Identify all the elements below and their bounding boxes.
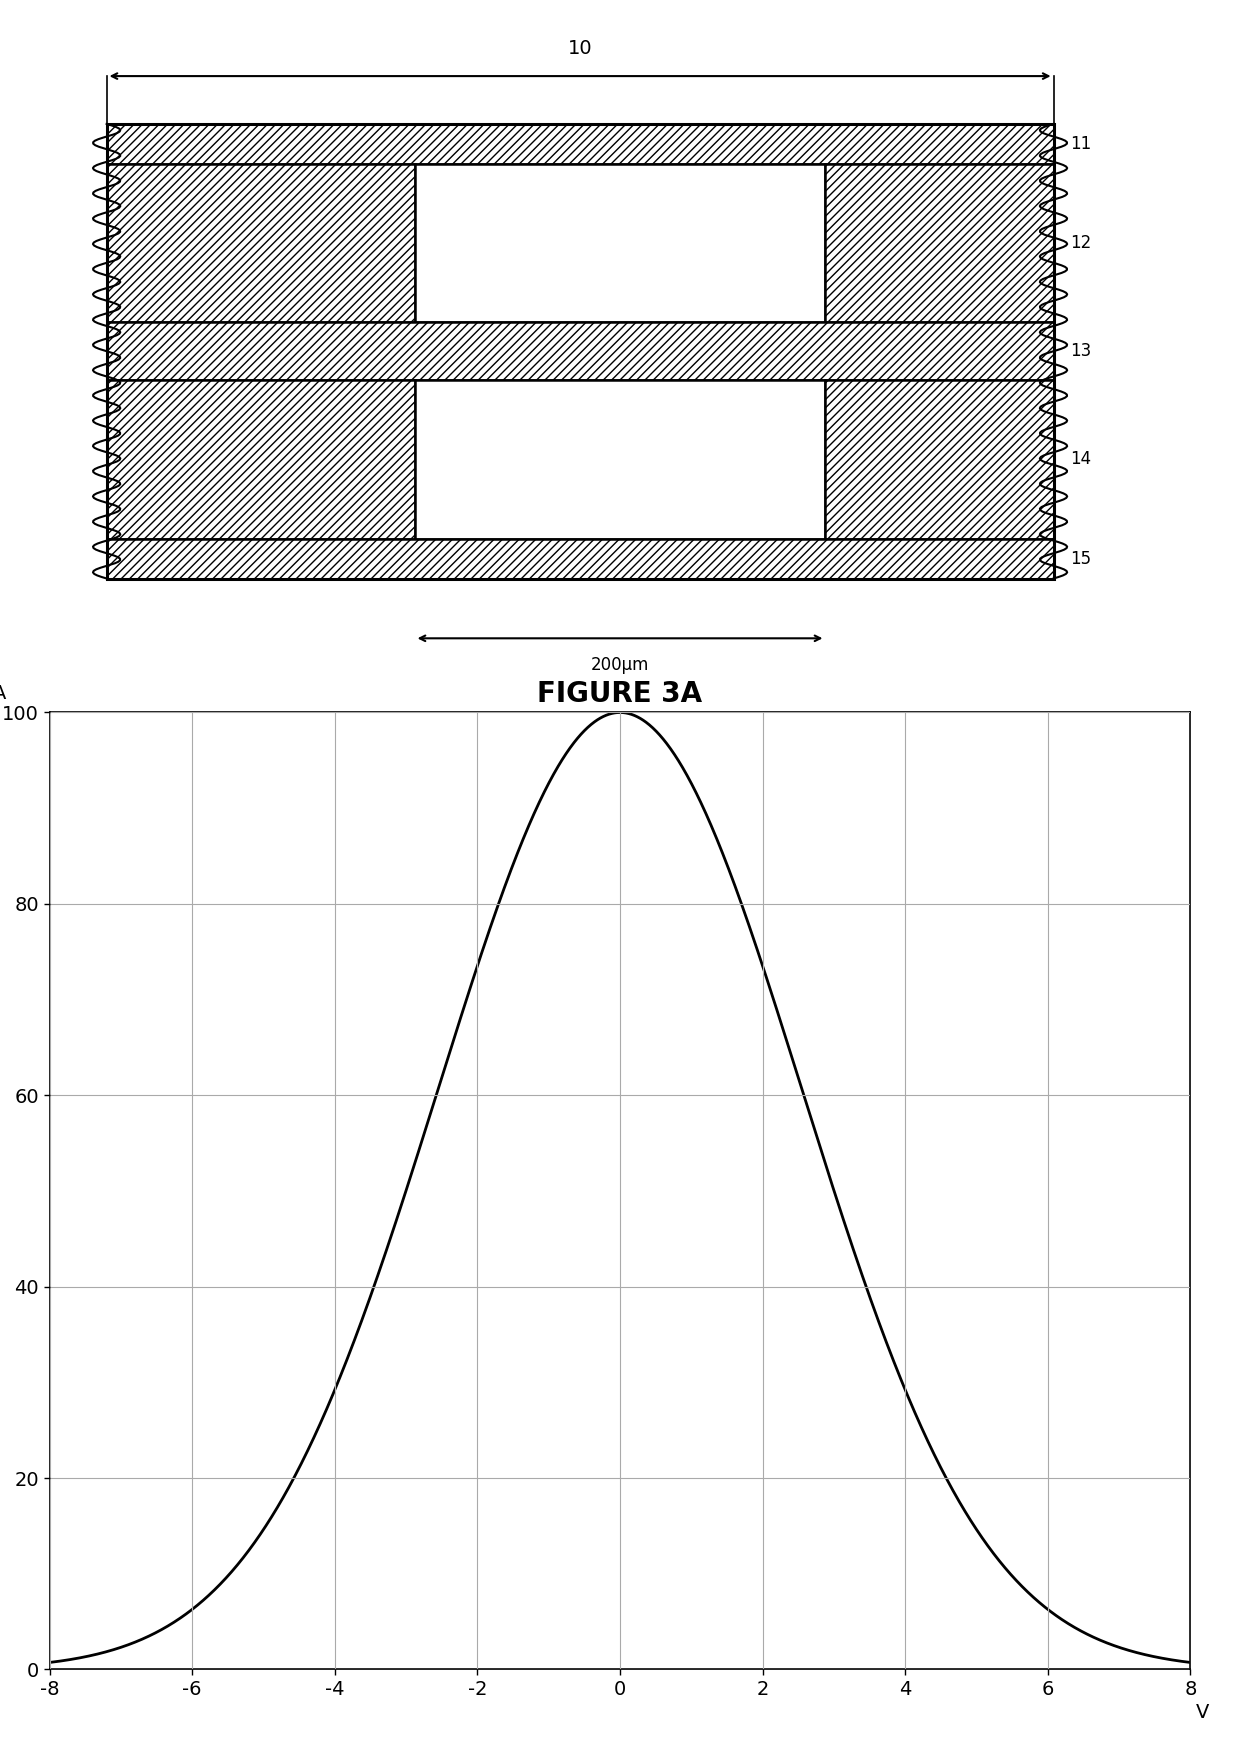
Text: 15: 15 — [1070, 550, 1091, 567]
Text: 200μm: 200μm — [590, 656, 650, 675]
Text: V: V — [1197, 1702, 1209, 1722]
Text: fA: fA — [0, 683, 7, 703]
Bar — [826, 381, 1054, 539]
Bar — [107, 539, 1054, 579]
Text: FIGURE 3A: FIGURE 3A — [537, 680, 703, 708]
Bar — [107, 381, 414, 539]
Text: 13: 13 — [1070, 343, 1092, 360]
Bar — [107, 322, 1054, 381]
Bar — [414, 163, 826, 322]
Text: 10: 10 — [568, 40, 593, 57]
Bar — [107, 123, 1054, 579]
Text: 14: 14 — [1070, 450, 1091, 468]
Text: 11: 11 — [1070, 136, 1092, 153]
Bar — [107, 163, 414, 322]
Bar — [826, 163, 1054, 322]
Text: 12: 12 — [1070, 235, 1092, 252]
Bar — [414, 381, 826, 539]
Bar — [107, 123, 1054, 163]
